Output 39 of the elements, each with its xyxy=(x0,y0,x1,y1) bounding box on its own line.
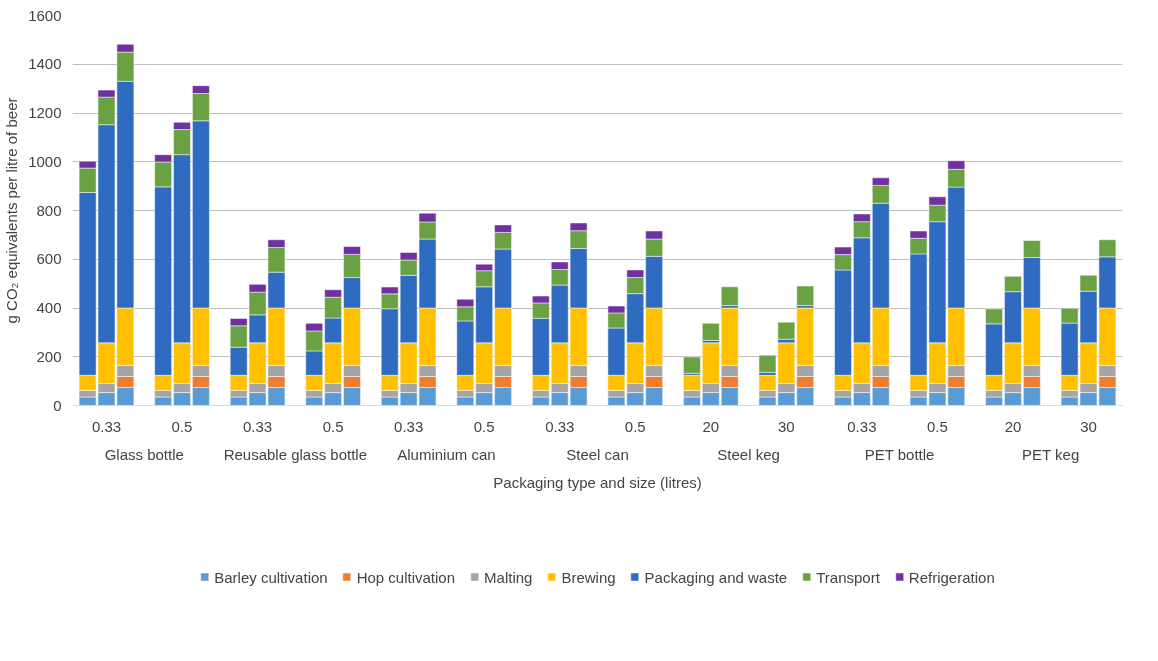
y-tick-label: 400 xyxy=(36,299,62,316)
y-tick-label: 0 xyxy=(53,396,62,414)
x-tick-label: 0.5 xyxy=(171,417,193,435)
y-tick-label: 1400 xyxy=(28,55,62,73)
y-tick-label: 200 xyxy=(36,347,62,365)
text: PET bottle xyxy=(864,445,935,463)
x-tick-label: 0.33 xyxy=(545,417,575,435)
text: PET keg xyxy=(1021,445,1080,463)
x-tick-label: 0.33 xyxy=(91,417,122,435)
x-tick-label: 0.5 xyxy=(624,417,646,435)
x-axis-title: Packaging type and size (litres) xyxy=(493,473,702,491)
text: Reusable glass bottle xyxy=(223,445,368,463)
x-tick-label: 0.5 xyxy=(322,417,344,435)
legend-label: Brewing xyxy=(561,568,616,585)
text: Aluminium can xyxy=(397,445,496,463)
x-tick-label: 0.33 xyxy=(847,417,877,435)
x-tick-label: 0.5 xyxy=(927,417,948,435)
text: Glass bottle xyxy=(104,445,184,463)
y-tick-label: 600 xyxy=(36,250,62,268)
x-tick-label: 0.33 xyxy=(394,417,424,435)
legend-label: Hop cultivation xyxy=(356,568,456,585)
x-tick-label: 20 xyxy=(702,417,720,435)
x-tick-label: 0.5 xyxy=(473,417,495,435)
legend-label: Transport xyxy=(816,568,880,585)
text: Steel keg xyxy=(717,445,780,463)
y-tick-label: 1600 xyxy=(28,6,62,24)
x-tick-label: 30 xyxy=(778,417,795,435)
text: Steel can xyxy=(566,445,629,463)
legend-label: Refrigeration xyxy=(908,568,995,585)
x-tick-label: 30 xyxy=(1080,417,1097,435)
y-axis-title: g CO₂ equivalents per litre of beer xyxy=(3,97,21,324)
x-tick-label: 0.33 xyxy=(242,417,273,435)
y-tick-label: 800 xyxy=(36,201,62,219)
legend-label: Malting xyxy=(484,568,533,585)
y-tick-label: 1000 xyxy=(28,152,62,170)
legend-label: Barley cultivation xyxy=(214,568,328,585)
x-tick-label: 20 xyxy=(1004,417,1022,435)
y-tick-label: 1200 xyxy=(28,104,62,121)
legend-label: Packaging and waste xyxy=(644,568,788,585)
